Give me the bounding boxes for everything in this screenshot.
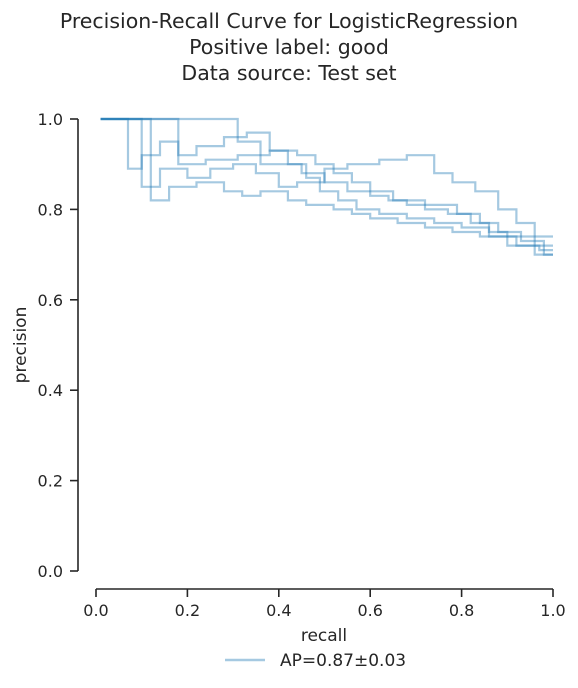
chart-title-line-1: Precision-Recall Curve for LogisticRegre… [60,9,518,33]
x-tick-label: 0.2 [175,601,200,620]
pr-curve-fold-5 [100,117,553,256]
y-tick-label: 0.2 [38,472,63,491]
pr-curves [100,117,553,256]
x-tick-label: 0.6 [357,601,382,620]
x-axis-label: recall [301,626,347,646]
y-axis: 0.0 0.2 0.4 0.6 0.8 1.0 [38,110,79,581]
x-axis: 0.0 0.2 0.4 0.6 0.8 1.0 [83,588,566,620]
x-tick-label: 0.0 [83,601,108,620]
y-axis-label: precision [11,307,31,384]
chart-title-line-3: Data source: Test set [181,61,396,85]
y-tick-label: 0.8 [38,200,63,219]
pr-curve-fold-1 [100,117,553,247]
x-tick-label: 0.4 [266,601,291,620]
chart-title-line-2: Positive label: good [189,35,389,59]
y-tick-label: 1.0 [38,110,63,129]
pr-curve-fold-2 [100,117,553,252]
legend-label: AP=0.87±0.03 [280,651,406,671]
pr-curve-fold-3 [100,117,553,256]
x-tick-label: 0.8 [449,601,474,620]
pr-curve-fold-4 [100,117,553,238]
legend: AP=0.87±0.03 [225,651,406,671]
x-tick-label: 1.0 [540,601,565,620]
chart-title: Precision-Recall Curve for LogisticRegre… [60,9,518,85]
y-tick-label: 0.0 [38,562,63,581]
y-tick-label: 0.6 [38,291,63,310]
y-tick-label: 0.4 [38,381,63,400]
